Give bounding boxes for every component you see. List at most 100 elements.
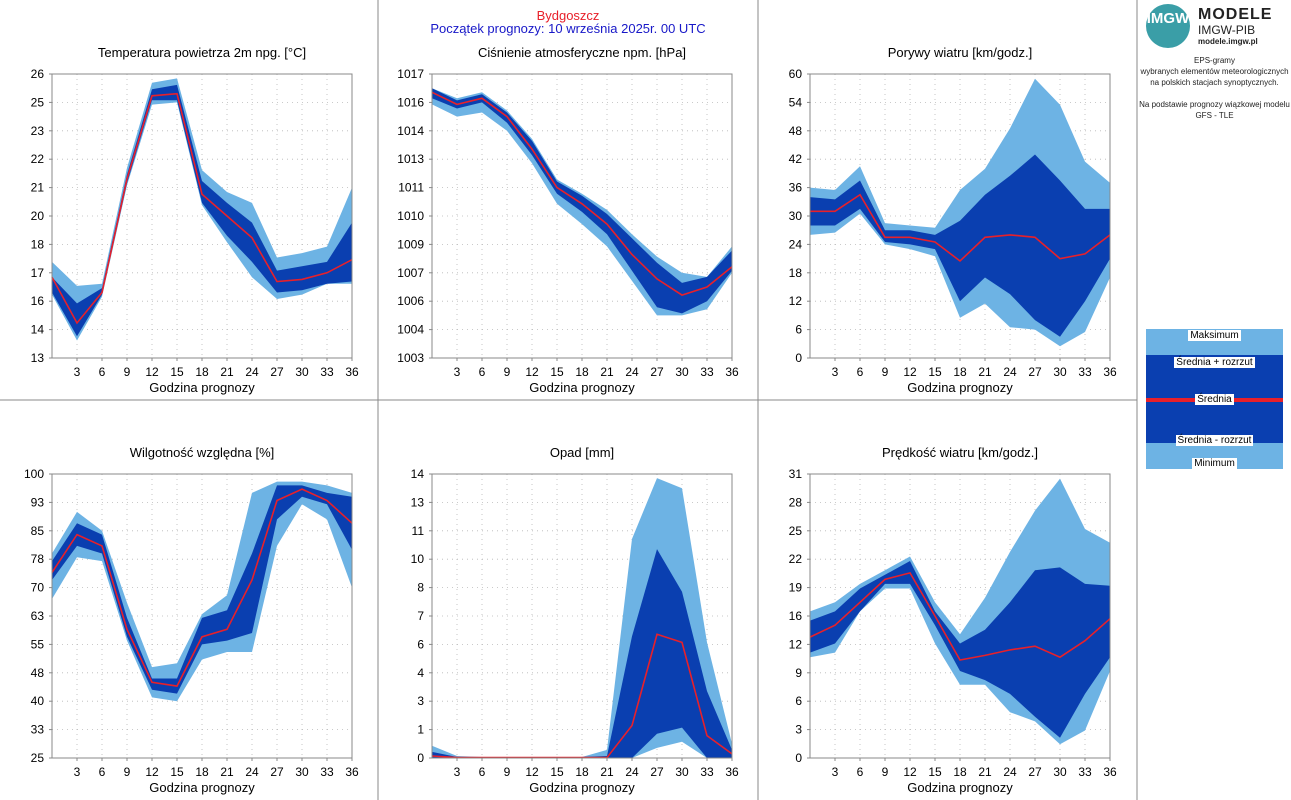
x-axis-label: Godzina prognozy [529,780,635,795]
station-name: Bydgoszcz [536,8,600,23]
spread-band [810,154,1110,337]
x-tick-label: 9 [124,365,131,379]
chart-title: Prędkość wiatru [km/godz.] [882,445,1038,460]
info-sidebar: IMGW MODELE IMGW-PIB modele.imgw.pl EPS-… [1138,0,1291,800]
x-tick-label: 15 [170,365,184,379]
x-tick-label: 27 [650,765,664,779]
y-tick-label: 1013 [397,152,424,166]
x-tick-label: 3 [832,765,839,779]
minmax-band [52,481,352,702]
spread-band [810,561,1110,738]
y-tick-label: 78 [31,552,45,566]
y-tick-label: 7 [417,609,424,623]
description-line-3: na polskich stacjach synoptycznych. [1150,78,1279,87]
chart-title: Porywy wiatru [km/godz.] [888,45,1033,60]
x-tick-label: 24 [1003,765,1017,779]
x-tick-label: 36 [725,765,739,779]
x-tick-label: 18 [575,365,589,379]
x-tick-label: 30 [295,365,309,379]
x-axis-label: Godzina prognozy [907,380,1013,395]
x-tick-label: 27 [1028,365,1042,379]
legend-min-label: Minimum [1146,458,1283,469]
legend-max-text: Maksimum [1188,330,1241,341]
y-tick-label: 26 [31,67,45,81]
y-tick-label: 25 [31,751,45,765]
chart-4: 3 6 9 12 15 18 21 24 27 30 33 362533404855637078859… [24,445,359,795]
x-tick-label: 3 [74,765,81,779]
y-tick-label: 1011 [398,181,424,195]
x-axis-label: Godzina prognozy [149,780,255,795]
y-tick-label: 1007 [397,266,424,280]
y-tick-label: 100 [24,467,44,481]
y-tick-label: 1009 [397,237,424,251]
spread-band [432,88,732,314]
logo-subtitle: IMGW-PIB [1198,23,1256,37]
y-tick-label: 6 [795,694,802,708]
y-tick-label: 1004 [397,323,424,337]
y-tick-label: 0 [417,751,424,765]
y-tick-label: 55 [31,637,45,651]
y-tick-label: 6 [417,637,424,651]
x-tick-label: 6 [857,765,864,779]
y-tick-label: 18 [31,237,45,251]
y-tick-label: 22 [789,552,803,566]
x-tick-label: 33 [1078,765,1092,779]
chart-6: 3 6 9 12 15 18 21 24 27 30 33 36036912161922252831P… [789,445,1117,795]
x-tick-label: 9 [504,365,511,379]
mean-line [51,488,353,687]
mean-line [809,571,1111,661]
legend-mean-text: Średnia [1195,394,1234,405]
x-tick-label: 36 [1103,765,1117,779]
x-tick-label: 24 [625,765,639,779]
x-tick-label: 30 [1053,765,1067,779]
x-tick-label: 33 [320,365,334,379]
logo-title: MODELE [1198,6,1273,23]
x-tick-label: 27 [650,365,664,379]
x-tick-label: 3 [832,365,839,379]
x-tick-label: 30 [675,365,689,379]
y-tick-label: 25 [789,524,803,538]
x-tick-label: 24 [1003,365,1017,379]
x-tick-label: 12 [903,765,917,779]
y-tick-label: 70 [31,581,45,595]
x-axis-label: Godzina prognozy [529,380,635,395]
x-tick-label: 3 [454,765,461,779]
x-tick-label: 12 [145,365,159,379]
y-tick-label: 54 [789,95,803,109]
logo-mark: IMGW [1146,4,1190,48]
band-legend: Maksimum Średnia + rozrzut Średnia Średn… [1146,329,1283,469]
x-tick-label: 18 [953,365,967,379]
x-tick-label: 9 [504,765,511,779]
y-tick-label: 6 [795,323,802,337]
y-tick-label: 23 [31,124,45,138]
x-tick-label: 21 [600,365,614,379]
chart-2: 3 6 9 12 15 18 21 24 27 30 33 361003100410061007100… [397,45,739,395]
y-tick-label: 48 [31,666,45,680]
x-tick-label: 18 [195,765,209,779]
x-tick-label: 33 [1078,365,1092,379]
y-tick-label: 48 [789,124,803,138]
y-tick-label: 22 [31,152,45,166]
description-line-2: wybranych elementów meteorologicznych [1140,67,1289,76]
chart-3: 3 6 9 12 15 18 21 24 27 30 33 360612182430364248546… [789,45,1117,395]
x-tick-label: 12 [903,365,917,379]
x-tick-label: 18 [195,365,209,379]
x-tick-label: 33 [320,765,334,779]
model-note-line-1: Na podstawie prognozy wiązkowej modelu [1139,100,1290,109]
x-tick-label: 3 [74,365,81,379]
x-axis-label: Godzina prognozy [907,780,1013,795]
y-tick-label: 3 [795,723,802,737]
y-tick-label: 31 [789,467,803,481]
x-tick-label: 6 [479,765,486,779]
y-tick-label: 18 [789,266,803,280]
x-tick-label: 27 [1028,765,1042,779]
y-tick-label: 9 [795,666,802,680]
x-tick-label: 36 [345,765,359,779]
x-tick-label: 27 [270,765,284,779]
mean-line [51,92,353,325]
y-tick-label: 1010 [397,209,424,223]
y-tick-label: 93 [31,495,45,509]
logo-mark-text: IMGW [1146,10,1190,27]
y-tick-label: 14 [31,323,45,337]
y-tick-label: 20 [31,209,45,223]
